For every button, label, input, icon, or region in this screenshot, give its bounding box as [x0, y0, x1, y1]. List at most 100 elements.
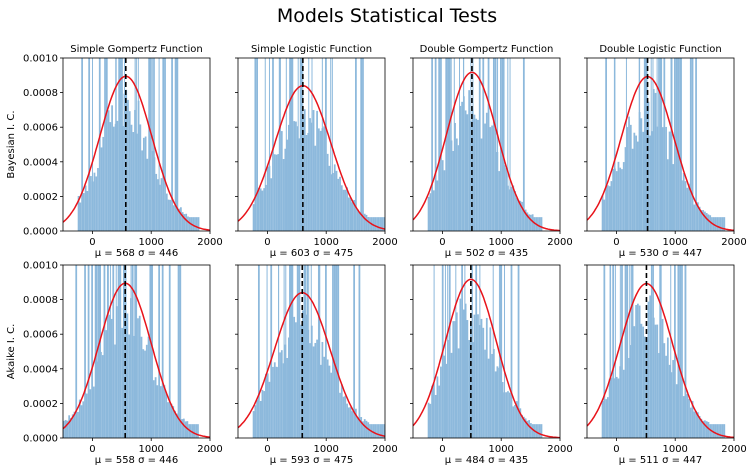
- normal-fit-curve: [587, 282, 734, 438]
- histogram-spike: [619, 265, 621, 438]
- histogram-bar: [305, 135, 308, 231]
- histogram-spike: [670, 265, 672, 438]
- histogram-bar: [721, 424, 724, 438]
- histogram-bar: [478, 58, 481, 231]
- histogram-bar: [256, 399, 258, 438]
- panel-frame: [586, 57, 735, 232]
- histogram-bar: [540, 424, 543, 438]
- histogram-bar: [691, 58, 694, 231]
- histogram-bar: [610, 181, 613, 231]
- histogram-bar: [603, 265, 606, 438]
- histogram-bar: [440, 366, 442, 438]
- normal-fit-curve: [63, 75, 210, 231]
- histogram-spike: [303, 265, 305, 438]
- histogram-bar: [144, 136, 147, 231]
- histogram-spike: [614, 265, 616, 438]
- histogram-bar: [137, 318, 139, 438]
- histogram-bar: [81, 58, 83, 231]
- histogram-bar: [638, 305, 641, 438]
- histogram-spike: [302, 58, 304, 231]
- histogram-bar: [723, 424, 726, 438]
- histogram-spike: [504, 265, 506, 438]
- histogram-bar: [496, 366, 499, 438]
- panel-frame: [62, 57, 211, 232]
- histogram-bar: [105, 330, 108, 438]
- histogram-bar: [263, 391, 266, 438]
- panel: 0 1000 2000 0.0000 0.0002 0.0004 0.0006 0.0008 0…: [6, 261, 223, 467]
- histogram-bar: [530, 214, 532, 231]
- histogram-bar: [675, 58, 678, 231]
- histogram-bar: [369, 217, 371, 231]
- histogram-spike: [501, 265, 503, 438]
- histogram-spike: [671, 58, 673, 231]
- histogram-bar: [167, 199, 170, 231]
- mu-sigma-caption: μ = 484 σ = 435: [445, 455, 529, 466]
- histogram-bar: [174, 410, 176, 438]
- histogram-bar: [379, 424, 382, 438]
- histogram-bar: [374, 217, 377, 231]
- histogram-bar: [682, 173, 685, 231]
- histogram-bar: [356, 417, 359, 438]
- histogram-bar: [337, 178, 340, 231]
- histogram-bar: [383, 217, 385, 231]
- histogram-bar: [68, 415, 71, 438]
- histogram-bar: [482, 58, 485, 231]
- histogram-bar: [651, 131, 653, 231]
- histogram-bar: [698, 206, 701, 231]
- histogram-bar: [149, 265, 152, 438]
- plot-area: [63, 58, 210, 231]
- histogram-spike: [650, 265, 652, 438]
- histogram-bar: [484, 349, 486, 438]
- y-tick-label: 0.0010: [23, 261, 58, 272]
- histogram-bar: [367, 217, 370, 231]
- histogram-bar: [372, 424, 375, 438]
- histogram-bar: [257, 265, 260, 438]
- histogram-bar: [464, 110, 467, 231]
- histogram-bar: [333, 265, 336, 438]
- histogram-bar: [328, 165, 331, 231]
- histogram-bar: [165, 391, 168, 438]
- histogram-bar: [438, 58, 441, 231]
- histogram-bar: [434, 394, 437, 438]
- histogram-bar: [603, 199, 606, 231]
- histogram-bar: [197, 217, 200, 231]
- histogram-spike: [444, 265, 446, 438]
- panel: 0 1000 2000 Double Gompertz Function μ = 502…: [410, 44, 573, 259]
- histogram-spike: [463, 58, 465, 231]
- histogram-bar: [323, 126, 326, 231]
- histogram-spike: [625, 58, 627, 231]
- histogram-bar: [270, 178, 273, 231]
- histogram-bar: [636, 303, 639, 438]
- histogram-bar: [605, 399, 607, 438]
- histogram-bar: [302, 310, 304, 438]
- histogram-spike: [331, 58, 333, 231]
- histogram-bar: [452, 321, 455, 438]
- mu-sigma-caption: μ = 530 σ = 447: [619, 248, 703, 259]
- histogram-bar: [459, 105, 462, 231]
- histogram-bar: [468, 90, 471, 231]
- histogram-bar: [300, 324, 303, 438]
- histogram-bar: [344, 395, 347, 438]
- histogram-bar: [286, 357, 288, 438]
- histogram-bar: [445, 363, 448, 438]
- histogram-bar: [160, 178, 163, 231]
- histogram-spike: [268, 58, 270, 231]
- histogram-bar: [674, 58, 676, 231]
- histogram-bar: [693, 411, 696, 438]
- x-tick-label: 0: [89, 237, 95, 248]
- histogram-bar: [130, 124, 133, 231]
- histogram-bar: [259, 400, 262, 438]
- histogram-bar: [484, 123, 486, 231]
- histogram-bar: [279, 352, 281, 438]
- y-tick-label: 0.0008: [23, 88, 58, 99]
- x-tick-label: 0: [264, 237, 270, 248]
- histogram-bar: [383, 424, 385, 438]
- histogram-bar: [531, 214, 534, 231]
- histogram-spike: [629, 265, 631, 438]
- histogram-bar: [73, 411, 76, 438]
- histogram-bar: [165, 193, 168, 231]
- histogram-bar: [487, 58, 490, 231]
- histogram-spike: [661, 58, 663, 231]
- histogram-bar: [619, 167, 622, 231]
- histogram-bar: [709, 215, 712, 231]
